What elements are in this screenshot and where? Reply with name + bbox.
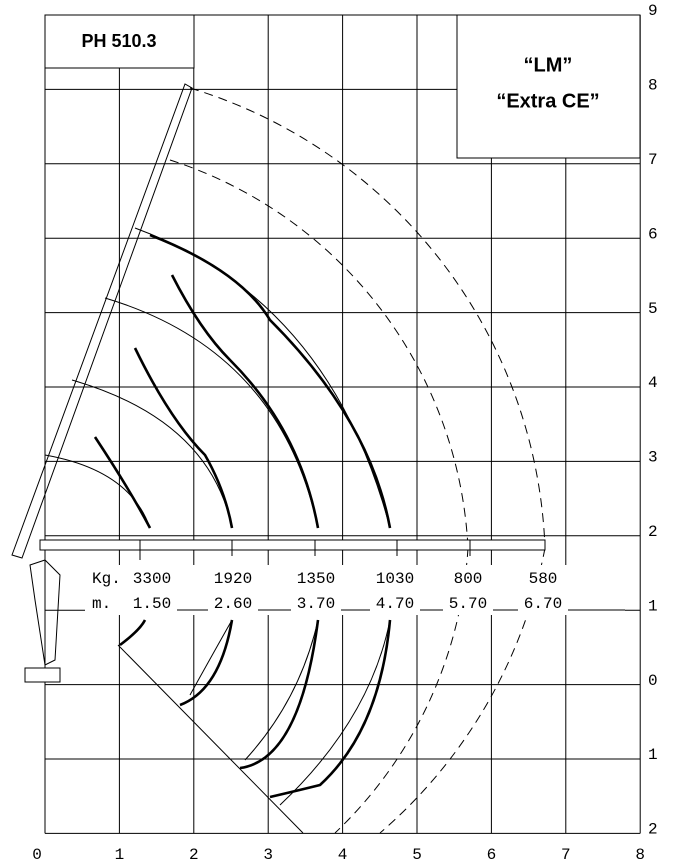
y-label: 1 [648, 746, 658, 764]
crane-base [25, 668, 60, 682]
x-label: 8 [635, 846, 645, 864]
y-label: 6 [648, 225, 658, 243]
y-label: 7 [648, 151, 658, 169]
y-label: 4 [648, 374, 658, 392]
load-value: 800 [454, 570, 483, 588]
y-label: 0 [648, 672, 658, 690]
arc [45, 455, 150, 528]
load-value: 580 [529, 570, 558, 588]
load-value: 1030 [376, 570, 414, 588]
arc [72, 380, 232, 528]
distance-value: 5.70 [449, 595, 487, 613]
arc [190, 620, 232, 695]
distance-value: 1.50 [133, 595, 171, 613]
load-curve [135, 348, 232, 528]
title: PH 510.3 [81, 31, 156, 51]
load-curve [150, 235, 390, 528]
y-label: 9 [648, 2, 658, 20]
y-label: 8 [648, 77, 658, 95]
x-label: 1 [115, 846, 125, 864]
load-label: Kg. [92, 570, 121, 588]
x-label: 5 [412, 846, 422, 864]
y-label: 2 [648, 523, 658, 541]
y-label: 3 [648, 449, 658, 467]
load-curve [270, 620, 390, 797]
y-label: 2 [648, 821, 658, 839]
distance-value: 4.70 [376, 595, 414, 613]
badge-line: “LM” [524, 54, 573, 76]
load-curve [95, 437, 150, 528]
distance-value: 2.60 [214, 595, 252, 613]
load-curve [180, 620, 232, 705]
x-label: 0 [32, 846, 42, 864]
load-chart: PH 510.3 “LM” “Extra CE” 0 1 2 3 4 5 6 7 8 9 8 7 6 5 4… [0, 0, 677, 867]
arc [135, 228, 390, 528]
y-label: 1 [648, 597, 658, 615]
load-value: 3300 [133, 570, 171, 588]
distance-label: m. [92, 595, 111, 613]
load-curve [240, 620, 318, 768]
load-value: 1350 [297, 570, 335, 588]
boom-horizontal [40, 540, 545, 550]
arc [105, 298, 318, 528]
x-label: 6 [487, 846, 497, 864]
load-curve [120, 620, 145, 645]
x-label: 7 [561, 846, 571, 864]
depth-line [118, 645, 303, 833]
badge-line: “Extra CE” [496, 90, 599, 112]
load-value: 1920 [214, 570, 252, 588]
y-label: 5 [648, 300, 658, 318]
x-label: 4 [338, 846, 348, 864]
distance-value: 6.70 [524, 595, 562, 613]
reach-arc [170, 160, 468, 548]
badge-box [457, 15, 640, 158]
x-label: 2 [189, 846, 199, 864]
x-label: 3 [263, 846, 273, 864]
distance-value: 3.70 [297, 595, 335, 613]
